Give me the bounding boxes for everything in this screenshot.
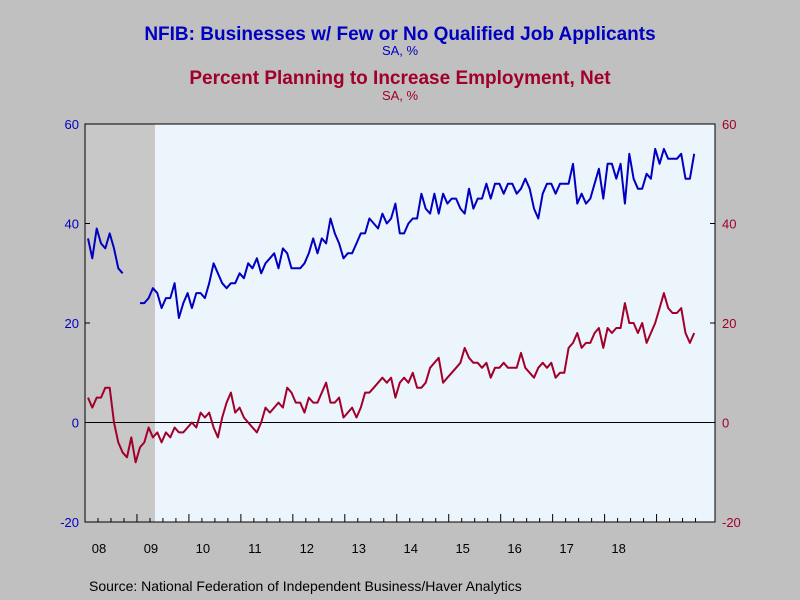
y-tick-label-right: 20 <box>722 316 736 331</box>
series-line-2 <box>87 292 696 464</box>
y-tick-label-right: 0 <box>722 416 729 431</box>
x-tick-label: 14 <box>404 541 418 556</box>
recession-shading <box>85 124 155 522</box>
x-tick-label: 08 <box>92 541 106 556</box>
x-tick-label: 09 <box>144 541 158 556</box>
y-tick-label-right: -20 <box>722 515 741 530</box>
x-tick-label: 13 <box>352 541 366 556</box>
x-tick-label: 16 <box>507 541 521 556</box>
y-tick-label-left: 20 <box>65 316 79 331</box>
chart-subtitle-1: SA, % <box>382 43 419 58</box>
chart-subtitle-2: SA, % <box>382 88 419 103</box>
chart-title-2: Percent Planning to Increase Employment,… <box>189 68 611 89</box>
y-tick-label-left: 0 <box>72 416 79 431</box>
y-tick-label-right: 40 <box>722 217 736 232</box>
series-layer <box>87 147 696 464</box>
y-tick-label-right: 60 <box>722 117 736 132</box>
plot-area <box>85 124 715 522</box>
series-line-1 <box>87 147 696 319</box>
x-axis: 08 09 10 11 12 13 14 15 16 17 18 <box>84 514 697 556</box>
x-tick-label: 18 <box>611 541 625 556</box>
y-tick-label-left: -20 <box>60 515 79 530</box>
x-tick-label: 15 <box>455 541 469 556</box>
y-tick-label-left: 60 <box>65 117 79 132</box>
x-tick-label: 12 <box>300 541 314 556</box>
x-tick-label: 11 <box>248 541 262 556</box>
source-note: Source: National Federation of Independe… <box>89 578 522 594</box>
chart-title-1: NFIB: Businesses w/ Few or No Qualified … <box>144 24 655 45</box>
x-tick-label: 10 <box>196 541 210 556</box>
left-axis: 60 40 20 0 -20 <box>60 117 90 530</box>
y-tick-label-left: 40 <box>65 217 79 232</box>
right-axis: 60 40 20 0 -20 <box>710 117 741 530</box>
x-tick-label: 17 <box>559 541 573 556</box>
